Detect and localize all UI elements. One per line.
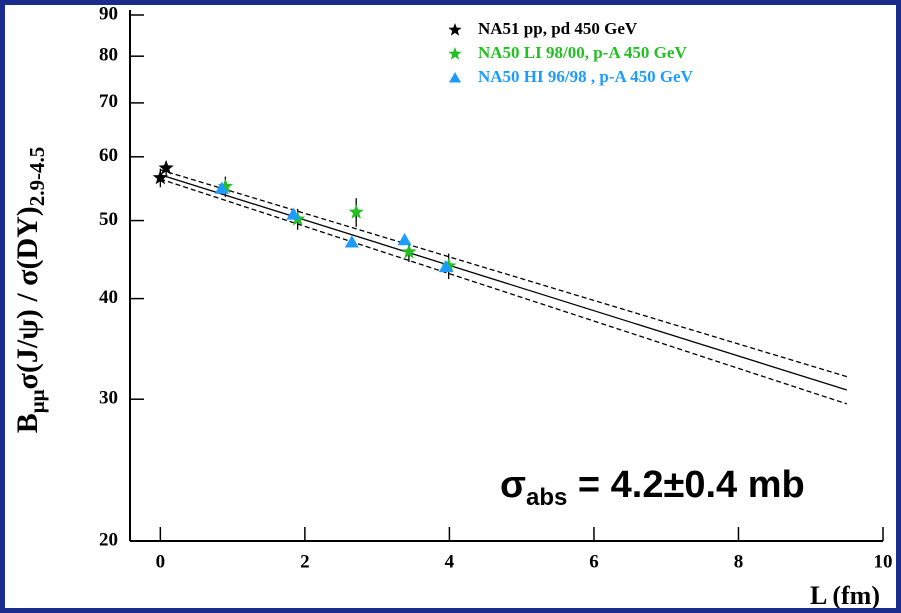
x-tick-label: 2 [300, 551, 310, 572]
annotation-text: = 4.2±0.4 mb [567, 464, 804, 506]
data-point [344, 235, 359, 248]
data-point [214, 181, 229, 194]
fit-line [160, 169, 848, 378]
data-point [158, 160, 174, 175]
y-label-range: 2.9-4.5 [25, 147, 49, 207]
legend-label: NA50 HI 96/98 , p-A 450 GeV [478, 67, 694, 86]
legend-label: NA50 LI 98/00, p-A 450 GeV [478, 43, 687, 62]
y-axis-label: Bμμσ(J/ψ) / σ(DY)2.9-4.5 [11, 147, 49, 434]
fit-line [160, 174, 848, 391]
y-tick-label: 40 [99, 287, 118, 308]
data-point [401, 244, 417, 259]
legend-marker [449, 72, 461, 83]
x-tick-label: 8 [734, 551, 744, 572]
legend-marker [448, 23, 462, 36]
y-tick-label: 50 [99, 209, 118, 230]
y-label-rest: σ(J/ψ) / σ(DY) [11, 206, 44, 389]
legend-label: NA51 pp, pd 450 GeV [478, 19, 638, 38]
data-point [286, 207, 301, 220]
x-tick-label: 10 [874, 551, 893, 572]
annotation-sub: abs [526, 484, 567, 511]
y-label-main: B [11, 413, 44, 433]
data-point [397, 232, 412, 246]
data-point [438, 259, 453, 273]
y-tick-label: 90 [99, 3, 118, 24]
x-tick-label: 6 [589, 551, 599, 572]
annotation: σabs = 4.2±0.4 mb [500, 464, 805, 511]
y-tick-label: 80 [99, 45, 118, 66]
data-point [152, 169, 168, 185]
x-tick-label: 0 [156, 551, 166, 572]
y-label-sub: μμ [25, 389, 49, 413]
annotation-symbol: σ [500, 464, 526, 506]
y-tick-label: 70 [99, 91, 118, 112]
data-point [217, 178, 233, 194]
y-tick-label: 30 [99, 388, 118, 409]
data-point [348, 204, 364, 219]
x-axis-label: L (fm) [810, 581, 880, 610]
y-tick-label: 20 [99, 529, 118, 550]
y-tick-label: 60 [99, 145, 118, 166]
fit-line [160, 178, 848, 405]
legend-marker [448, 47, 462, 60]
x-tick-label: 4 [445, 551, 455, 572]
